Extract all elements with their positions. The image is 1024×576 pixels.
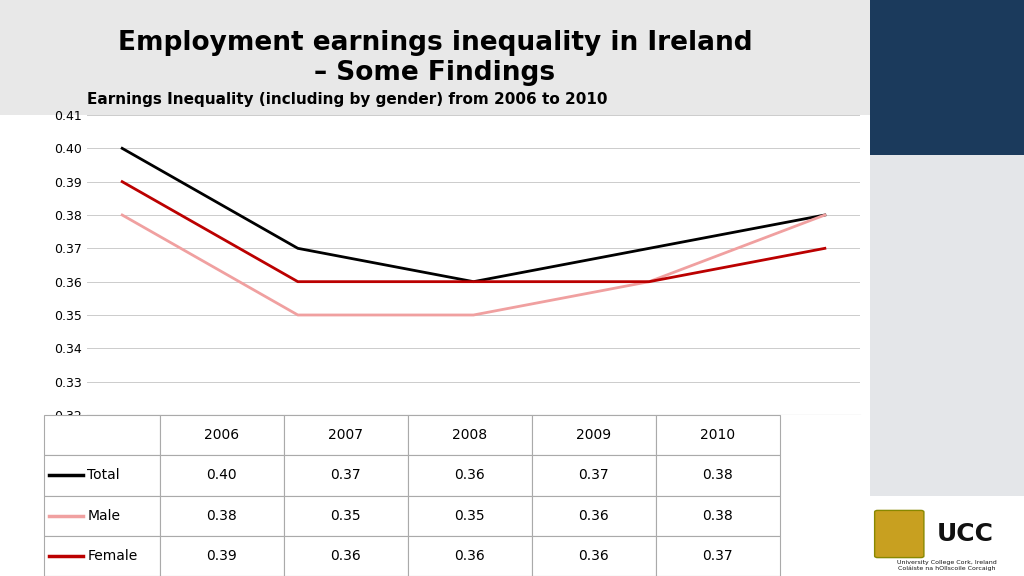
Text: UCC: UCC xyxy=(937,522,994,547)
Bar xyxy=(655,536,779,576)
Bar xyxy=(160,495,284,536)
Text: 0.36: 0.36 xyxy=(579,549,609,563)
Text: 0.36: 0.36 xyxy=(331,549,361,563)
Text: Earnings Inequality (including by gender) from 2006 to 2010: Earnings Inequality (including by gender… xyxy=(87,92,607,107)
FancyBboxPatch shape xyxy=(874,510,924,558)
Bar xyxy=(655,495,779,536)
Bar xyxy=(408,536,531,576)
Text: 2010: 2010 xyxy=(700,428,735,442)
Bar xyxy=(284,536,408,576)
Text: 2009: 2009 xyxy=(577,428,611,442)
Bar xyxy=(44,495,160,536)
Bar xyxy=(531,536,655,576)
Bar xyxy=(655,415,779,455)
Text: 2007: 2007 xyxy=(329,428,364,442)
Text: 0.40: 0.40 xyxy=(207,468,238,482)
Text: 2006: 2006 xyxy=(204,428,240,442)
Bar xyxy=(44,455,160,495)
Text: Total: Total xyxy=(87,468,120,482)
Text: 0.38: 0.38 xyxy=(702,509,733,522)
Text: 0.36: 0.36 xyxy=(579,509,609,522)
Text: 0.35: 0.35 xyxy=(331,509,361,522)
Bar xyxy=(160,455,284,495)
Text: 0.37: 0.37 xyxy=(579,468,609,482)
Bar xyxy=(160,415,284,455)
Text: 0.37: 0.37 xyxy=(702,549,733,563)
Bar xyxy=(284,415,408,455)
Text: University College Cork, Ireland
Coláiste na hOllscoile Corcaigh: University College Cork, Ireland Coláist… xyxy=(897,560,997,571)
Bar xyxy=(284,495,408,536)
Bar xyxy=(408,455,531,495)
Text: 0.39: 0.39 xyxy=(207,549,238,563)
Text: 0.36: 0.36 xyxy=(455,468,485,482)
Bar xyxy=(160,536,284,576)
Text: 0.37: 0.37 xyxy=(331,468,361,482)
Bar xyxy=(44,536,160,576)
Bar xyxy=(408,415,531,455)
Text: 0.38: 0.38 xyxy=(702,468,733,482)
Text: Employment earnings inequality in Ireland
– Some Findings: Employment earnings inequality in Irelan… xyxy=(118,29,753,85)
Bar xyxy=(408,495,531,536)
Bar xyxy=(655,455,779,495)
Text: 0.38: 0.38 xyxy=(207,509,238,522)
Bar xyxy=(44,415,160,455)
Text: Male: Male xyxy=(87,509,120,522)
Bar xyxy=(531,455,655,495)
Bar xyxy=(531,415,655,455)
Text: 0.35: 0.35 xyxy=(455,509,485,522)
Bar xyxy=(531,495,655,536)
Text: Female: Female xyxy=(87,549,137,563)
Text: 0.36: 0.36 xyxy=(455,549,485,563)
Text: 2008: 2008 xyxy=(453,428,487,442)
Bar xyxy=(284,455,408,495)
